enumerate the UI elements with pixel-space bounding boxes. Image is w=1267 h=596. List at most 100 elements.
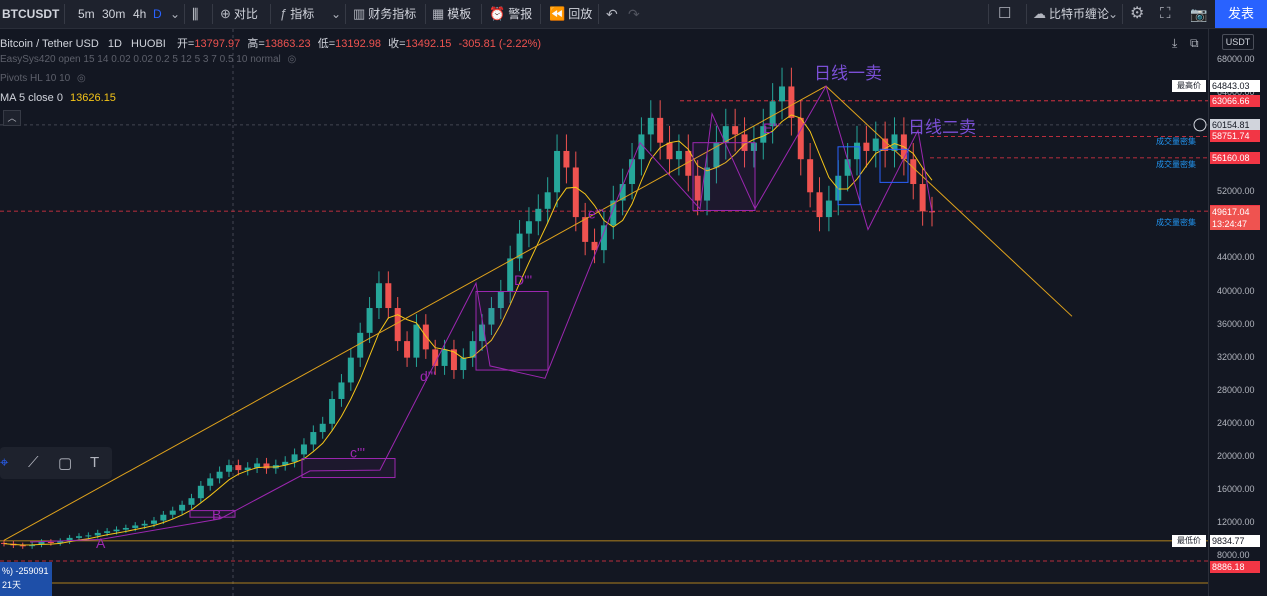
price-marker-label: 60154.81 [1210,118,1260,131]
replay-label: 回放 [568,7,593,21]
gear-icon[interactable]: ⚙ [1130,5,1145,22]
rectangle-icon[interactable]: ▢ [58,455,73,472]
candle-body [75,536,82,538]
arrow-down-icon[interactable]: ⤓ [1172,36,1178,50]
maximize-icon[interactable]: ⧉ [1190,36,1199,50]
blue-zone-rect [879,148,909,183]
crosshair-icon[interactable]: ⌖ [0,454,9,471]
collapse-legend-button[interactable]: ︿ [3,110,21,126]
eye-hidden-icon[interactable]: ◎ [77,73,86,84]
candle-body [432,349,439,366]
divider [598,4,599,24]
high-value: 13863.23 [264,38,311,50]
candle-body [263,463,270,469]
price-tick-label: 28000.00 [1217,384,1255,395]
alarm-clock-icon: ⏰ [489,6,506,21]
eye-hidden-icon[interactable]: ◎ [287,54,297,65]
candle-body [919,184,926,212]
layout-name-button[interactable]: ☁ 比特币缠论 [1033,0,1109,28]
candle-body [160,514,167,521]
interval-d[interactable]: D [153,7,162,21]
camera-icon[interactable]: 📷 [1190,6,1208,22]
indicator-easysys[interactable]: EasySys420 open 15 14 0.02 0.02 0.2 5 12… [0,54,296,65]
currency-button[interactable]: USDT [1222,34,1254,50]
candle-body [675,150,682,160]
indicator-ma-value: 13626.15 [70,92,116,104]
text-tool-icon[interactable]: T [90,454,100,471]
price-tag: 最高价 [1172,80,1206,93]
candle-body [882,138,889,151]
symbol-legend: Bitcoin / Tether USD 1D HUOBI 开=13797.97… [0,35,541,51]
pivot-zone-rect [692,142,756,211]
candle-body [666,142,673,160]
candle-type-icon[interactable]: ⫼ [192,6,199,22]
candle-body [591,241,598,251]
legend-interval: 1D [107,38,122,50]
divider [345,4,346,24]
trend-line-up [3,85,827,541]
sell-point-1-label: 日线一卖 [814,64,882,84]
candle-body [394,308,401,342]
divider [1122,4,1123,24]
alert-label: 警报 [508,7,533,21]
structure-label: A [96,535,106,551]
interval-4h[interactable]: 4h [133,7,147,21]
replay-button[interactable]: ⏪ 回放 [549,0,592,28]
indicator-pivots[interactable]: Pivots HL 10 10 ◎ [0,73,86,84]
volume-cluster-tag: 成交量密集 [1156,160,1196,170]
divider [540,4,541,24]
interval-30m[interactable]: 30m [102,7,126,21]
candle-body [113,529,120,532]
divider [1026,4,1027,24]
candle-body [375,283,382,309]
structure-label: e''' [588,206,604,222]
candle-body [619,184,626,201]
compare-button[interactable]: ⊕ 对比 [220,0,258,28]
candle-body [132,525,139,528]
fullscreen-icon[interactable]: ⛶ [1160,5,1171,22]
interval-5m[interactable]: 5m [78,7,95,21]
measure-line2: 21天 [2,580,22,590]
candle-body [366,308,373,333]
candle-body [479,324,486,342]
candle-body [244,467,251,471]
price-scale[interactable]: 68000.0064000.0060000.0056000.0052000.00… [1208,29,1267,596]
candle-body [713,142,720,168]
divider [481,4,482,24]
price-tick-label: 36000.00 [1217,318,1255,329]
candle-body [57,541,64,543]
indicators-button[interactable]: ƒ 指标 [280,0,314,28]
candle-body [216,471,223,479]
redo-icon[interactable]: ↷ [628,6,640,22]
financials-button[interactable]: ▥ 财务指标 [353,0,416,28]
divider [212,4,213,24]
templates-button[interactable]: ▦ 模板 [432,0,471,28]
candle-body [807,159,814,193]
cloud-icon: ☁ [1033,6,1046,21]
candle-body [85,535,92,537]
chevron-down-icon[interactable]: ⌄ [331,7,342,21]
candle-body [338,382,345,399]
candle-body [291,454,298,462]
publish-button[interactable]: 发表 [1215,0,1267,28]
measure-line1: %) -259091 [2,566,49,576]
candle-body [460,357,467,371]
undo-icon[interactable]: ↶ [606,6,618,22]
indicator-ma[interactable]: MA 5 close 0 13626.15 [0,92,116,104]
top-toolbar: BTCUSDT 5m 30m 4h D ⌄ ⫼ ⊕ 对比 ƒ 指标 ⌄ ▥ 财务指标 … [0,0,1267,29]
candle-body [629,159,636,185]
price-marker-label: 56160.08 [1210,151,1260,164]
price-tick-label: 12000.00 [1217,517,1255,527]
chevron-down-icon[interactable]: ⌄ [170,7,181,21]
alert-button[interactable]: ⏰ 警报 [489,0,532,28]
candle-body [254,463,261,468]
candle-body [647,117,654,135]
plus-circle-icon: ⊕ [220,6,231,21]
trend-line-icon[interactable]: ⟋ [28,454,39,471]
symbol-search[interactable]: BTCUSDT [2,7,60,21]
candle-body [357,332,364,358]
high-label: 高= [247,38,265,50]
layout-select-button[interactable]: ☐ [998,0,1014,28]
chevron-down-icon[interactable]: ⌄ [1108,7,1119,21]
